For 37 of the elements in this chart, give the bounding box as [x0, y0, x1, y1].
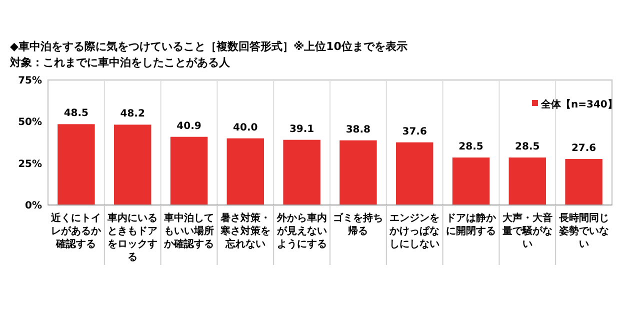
text: 40.9	[176, 120, 202, 132]
chart-title: ◆車中泊をする際に気をつけていること［複数回答形式］※上位10位までを表示	[10, 40, 408, 53]
bar	[283, 140, 320, 205]
bar	[396, 142, 434, 205]
x-tick-label: 大声・大音量で騒がない	[501, 212, 552, 250]
y-tick-label: 75%	[18, 76, 42, 86]
x-tick-label: 暑さ対策・寒さ対策を忘れない	[219, 212, 270, 250]
y-tick-label: 25%	[18, 158, 42, 170]
bar	[58, 124, 95, 205]
text: 27.6	[571, 143, 596, 154]
text: 39.1	[289, 124, 314, 135]
text: 38.8	[346, 124, 371, 136]
x-tick-label: エンジンをかけっぱなしにしない	[388, 213, 440, 250]
y-tick-label: 0%	[25, 200, 42, 212]
chart-subtitle: 対象：これまでに車中泊をしたことがある人	[9, 56, 231, 69]
bar	[565, 159, 602, 205]
bar	[340, 140, 377, 205]
text: 40.0	[233, 122, 258, 134]
bar	[508, 158, 546, 205]
bar	[114, 124, 152, 205]
bar	[452, 158, 490, 205]
text: 37.6	[402, 126, 427, 138]
legend-label: 全体【n=340】	[540, 98, 618, 110]
y-tick-label: 50%	[18, 117, 42, 128]
text: 48.2	[120, 108, 145, 120]
x-tick-label: ドアは静かに開閉する	[446, 212, 497, 237]
bar	[170, 136, 208, 205]
x-tick-label: 外から車内が見えないようにする	[276, 212, 327, 250]
text: 48.5	[64, 108, 89, 120]
text: 28.5	[515, 142, 540, 152]
text: 28.5	[458, 142, 484, 152]
x-tick-label: ゴミを持ち帰る	[333, 212, 384, 237]
x-tick-label: 車内にいるときもドアをロックする	[106, 212, 158, 263]
x-tick-label: 近くにトイレがあるか確認する	[50, 212, 102, 250]
x-tick-label: 車中泊してもいい場所か確認する	[163, 212, 214, 250]
x-tick-label: 長時間同じ姿勢でいない	[558, 212, 609, 250]
bar	[226, 138, 264, 205]
